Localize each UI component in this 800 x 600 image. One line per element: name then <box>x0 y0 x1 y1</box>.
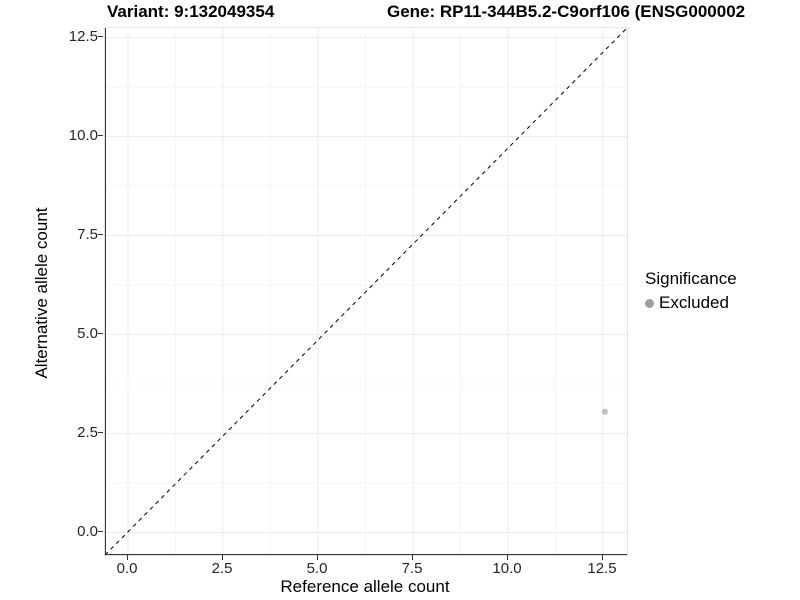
y-axis-title: Alternative allele count <box>32 207 51 379</box>
legend: Significance Excluded <box>645 269 737 313</box>
y-tick-label: 10.0 <box>68 126 98 144</box>
y-tick-label: 0.0 <box>77 522 98 540</box>
plot-panel <box>104 27 628 556</box>
plot-title-variant: Variant: 9:132049354 <box>107 2 275 21</box>
identity-dashed-line <box>104 27 628 556</box>
y-tick-mark <box>98 234 103 235</box>
y-tick-mark <box>98 36 103 37</box>
x-tick-mark <box>221 555 223 560</box>
x-tick-label: 7.5 <box>401 560 423 577</box>
x-tick-label: 5.0 <box>306 560 328 577</box>
x-tick-label: 10.0 <box>492 560 522 577</box>
x-tick-mark <box>506 555 508 560</box>
y-tick-label: 12.5 <box>68 27 98 45</box>
legend-item-label: Excluded <box>659 293 729 312</box>
data-point-excluded <box>601 408 608 415</box>
y-tick-mark <box>98 333 103 334</box>
y-tick-mark <box>98 135 103 136</box>
y-tick-mark <box>98 531 103 532</box>
legend-title: Significance <box>645 269 737 288</box>
x-tick-mark <box>316 555 318 560</box>
plot-area <box>104 27 628 556</box>
x-tick-mark <box>126 555 128 560</box>
x-axis-title: Reference allele count <box>280 577 450 596</box>
legend-item-excluded: Excluded <box>645 293 737 313</box>
legend-key-dot <box>645 298 654 308</box>
x-tick-label: 12.5 <box>587 560 617 577</box>
y-tick-label: 5.0 <box>77 324 98 342</box>
y-tick-mark <box>98 432 103 433</box>
plot-title-gene: Gene: RP11-344B5.2-C9orf106 (ENSG000002 <box>387 2 746 21</box>
x-tick-mark <box>411 555 413 560</box>
x-tick-mark <box>601 555 603 560</box>
x-tick-label: 0.0 <box>116 560 138 577</box>
y-tick-label: 2.5 <box>77 423 98 441</box>
y-tick-label: 7.5 <box>77 225 98 243</box>
x-tick-label: 2.5 <box>211 560 233 577</box>
